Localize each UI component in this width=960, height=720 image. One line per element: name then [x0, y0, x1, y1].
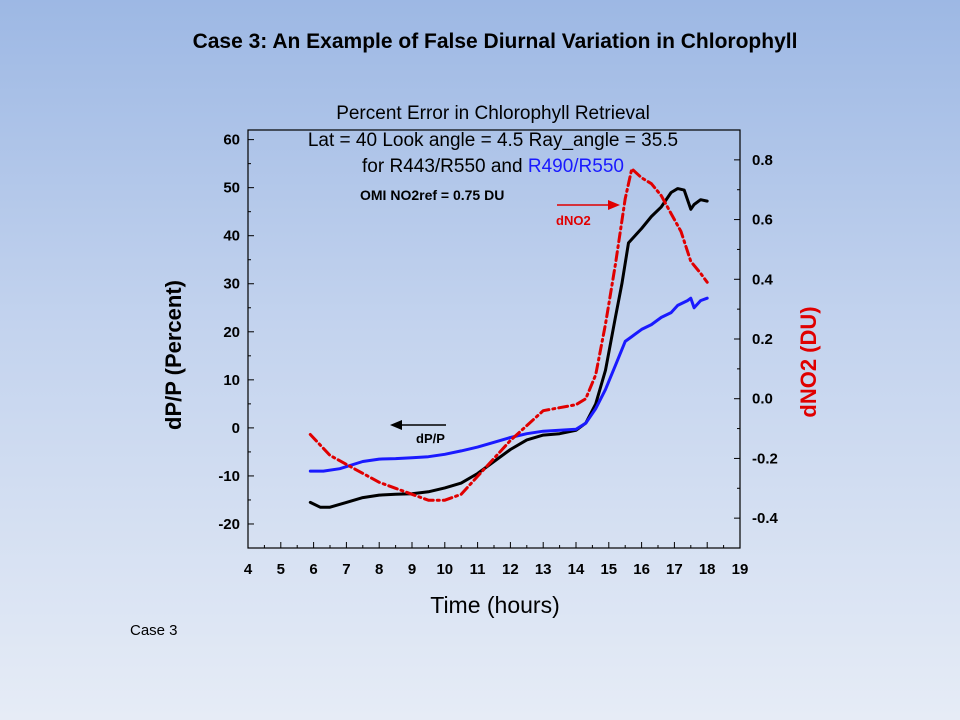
annotation-dpp: dP/P: [390, 420, 446, 446]
y-tick-label: 30: [223, 276, 240, 293]
chart-title-line-3-prefix: for R443/R550 and: [362, 156, 528, 177]
x-tick-label: 16: [633, 561, 650, 578]
x-tick-label: 10: [436, 561, 453, 578]
x-tick-label: 18: [699, 561, 716, 578]
footer-note: Case 3: [130, 622, 178, 639]
y2-axis-ticks: -0.4 -0.2 0.0 0.2 0.4 0.6 0.8: [734, 152, 779, 527]
chart-title-line-2: Lat = 40 Look angle = 4.5 Ray_angle = 35…: [308, 130, 678, 151]
annotation-dno2: dNO2: [556, 200, 620, 228]
y-axis-ticks: -20 -10 0 10 20 30 40 50 60: [218, 132, 254, 533]
annotation-dno2-label: dNO2: [556, 213, 591, 228]
x-tick-label: 7: [342, 561, 350, 578]
y2-tick-label: 0.6: [752, 212, 773, 229]
x-tick-label: 9: [408, 561, 416, 578]
x-tick-label: 11: [470, 561, 486, 578]
series-layer: [308, 167, 709, 509]
y-tick-label: 50: [223, 180, 240, 197]
chart-title-line-3: for R443/R550 and R490/R550: [362, 156, 624, 177]
y2-tick-label: 0.8: [752, 152, 773, 169]
y2-tick-label: 0.4: [752, 271, 774, 288]
y-tick-label: -10: [218, 468, 240, 485]
chart-title-line-1: Percent Error in Chlorophyll Retrieval: [336, 103, 650, 124]
x-tick-label: 5: [277, 561, 285, 578]
slide-title: Case 3: An Example of False Diurnal Vari…: [192, 30, 798, 53]
y2-axis-label: dNO2 (DU): [796, 306, 821, 417]
y-axis-label: dP/P (Percent): [161, 280, 186, 430]
chart-note: OMI NO2ref = 0.75 DU: [360, 187, 504, 203]
x-tick-label: 19: [732, 561, 749, 578]
y-tick-label: 10: [223, 372, 240, 389]
y2-tick-label: 0.0: [752, 391, 773, 408]
x-tick-label: 13: [535, 561, 552, 578]
y2-tick-label: -0.2: [752, 450, 778, 467]
annotation-dpp-label: dP/P: [416, 431, 445, 446]
series-line-1: [308, 296, 709, 473]
x-tick-label: 12: [502, 561, 519, 578]
annotation-dpp-arrowhead: [390, 420, 402, 430]
y-tick-label: -20: [218, 516, 240, 533]
y2-tick-label: -0.4: [752, 510, 779, 527]
x-tick-label: 14: [568, 561, 585, 578]
chart-title-line-3-highlight: R490/R550: [528, 156, 624, 177]
x-axis-label: Time (hours): [430, 592, 560, 618]
y-tick-label: 0: [232, 420, 240, 437]
x-tick-label: 15: [600, 561, 617, 578]
x-tick-label: 4: [244, 561, 253, 578]
y-tick-label: 20: [223, 324, 240, 341]
y2-tick-label: 0.2: [752, 331, 773, 348]
annotation-dno2-arrowhead: [608, 200, 620, 210]
x-tick-label: 6: [309, 561, 317, 578]
y-tick-label: 40: [223, 228, 240, 245]
x-tick-label: 8: [375, 561, 383, 578]
y-tick-label: 60: [223, 132, 240, 149]
x-tick-label: 17: [666, 561, 683, 578]
series-line-2: [308, 167, 709, 502]
x-axis-ticks: 4 5 6 7 8 9 10 11 12 13 14 15 16 17 18 19: [244, 542, 749, 578]
